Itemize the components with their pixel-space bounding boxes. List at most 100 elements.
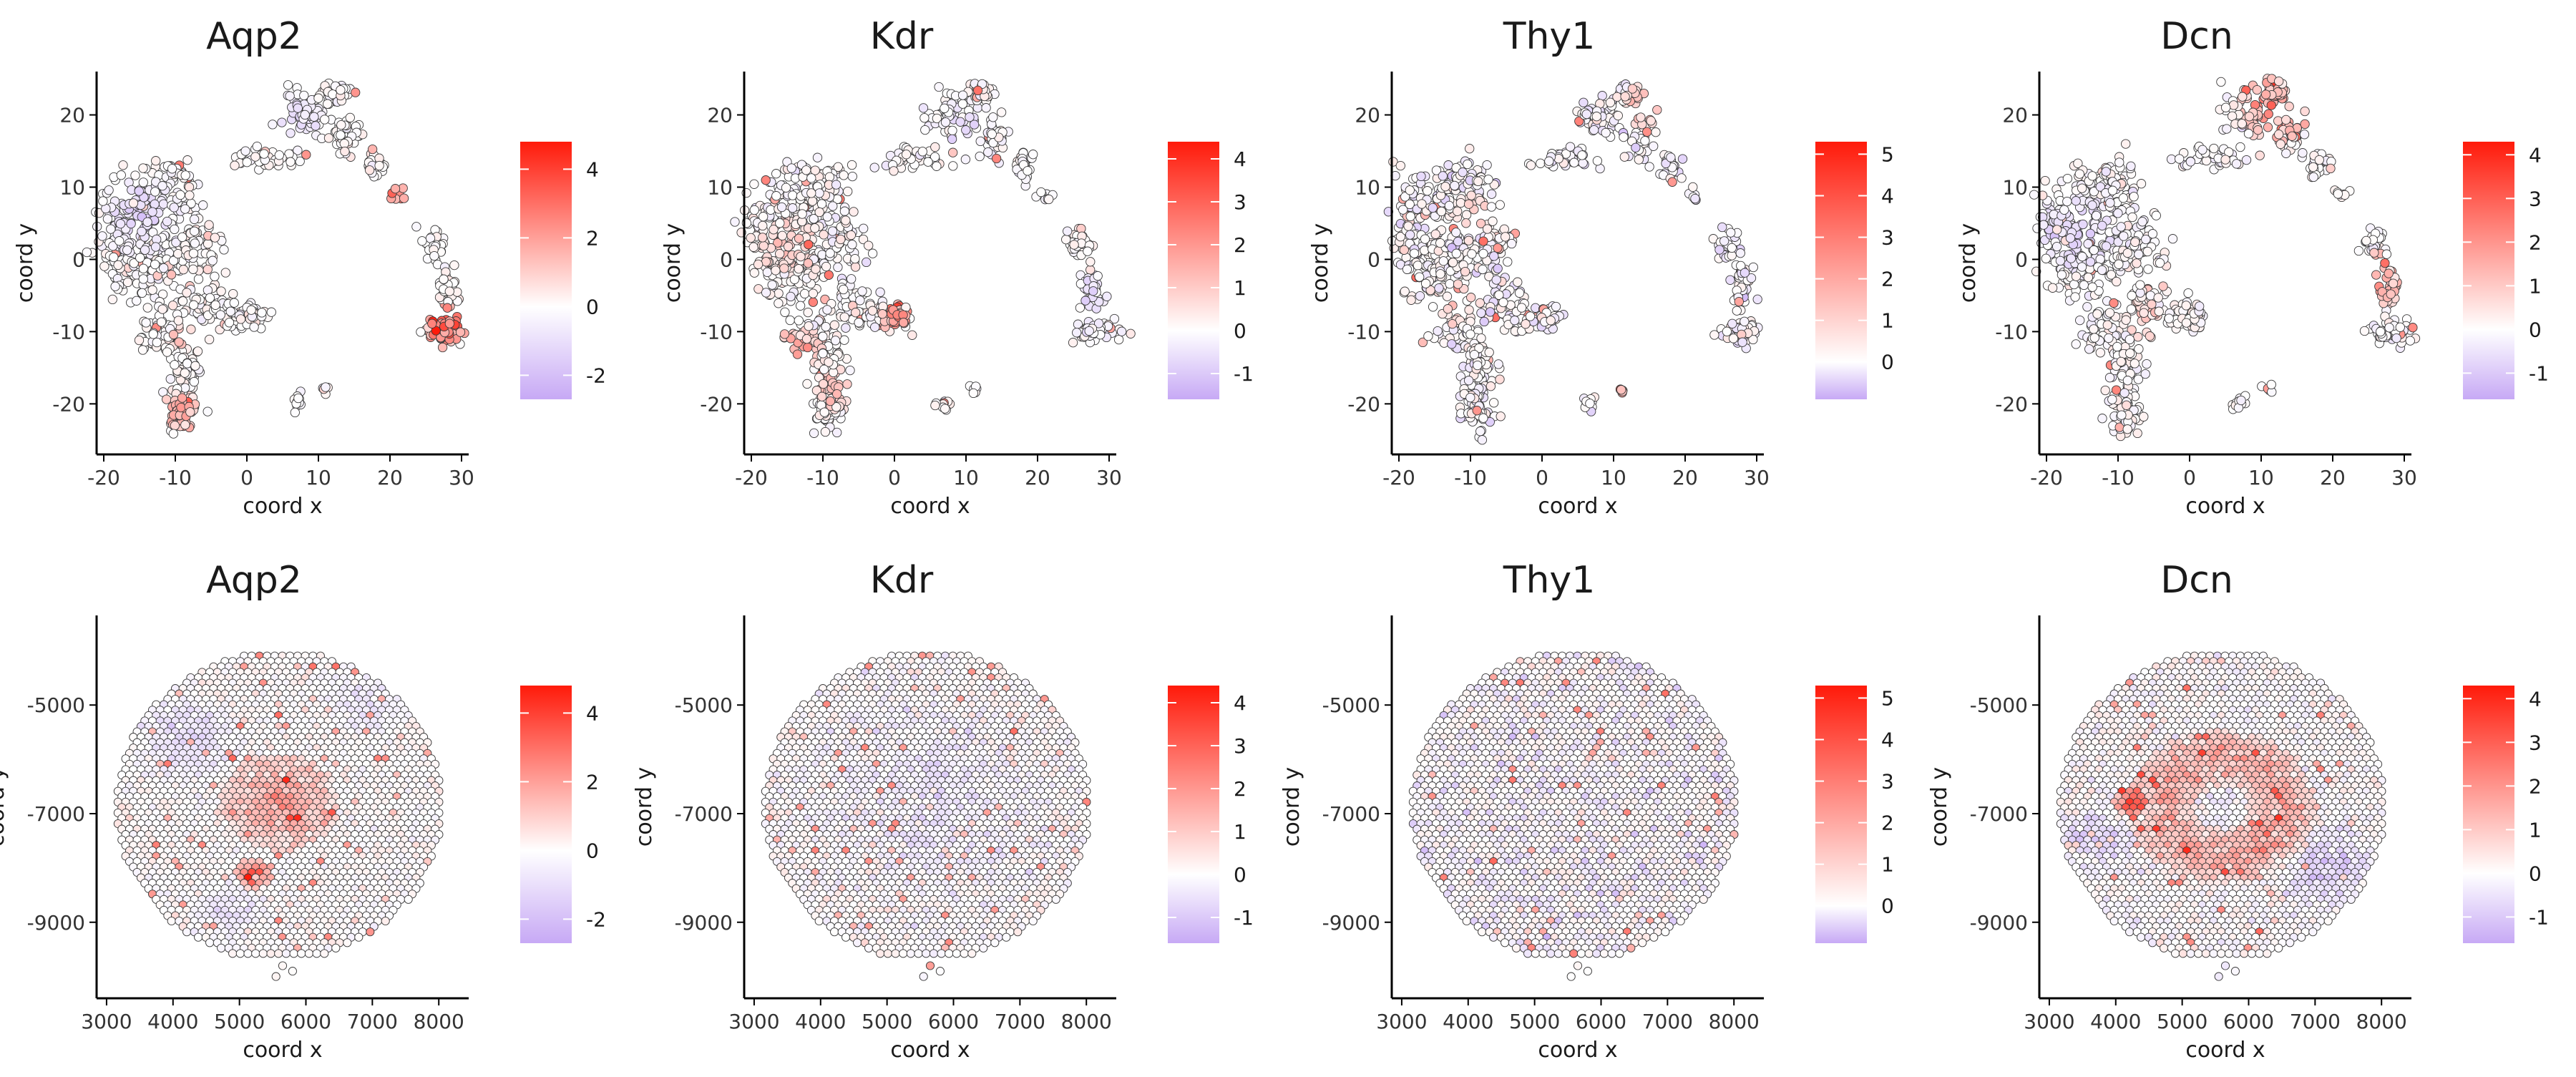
data-point xyxy=(1083,247,1092,255)
data-point xyxy=(1617,386,1626,394)
data-point xyxy=(2372,271,2381,279)
y-tick-label: -20 xyxy=(1347,392,1380,416)
data-point xyxy=(820,408,829,416)
data-point xyxy=(439,275,448,283)
data-point xyxy=(2154,293,2162,302)
data-point xyxy=(139,275,147,283)
data-point xyxy=(1515,288,1523,297)
data-point xyxy=(135,187,143,195)
data-point xyxy=(2282,115,2290,124)
data-point xyxy=(114,260,122,269)
data-point xyxy=(789,204,797,213)
data-point xyxy=(992,154,1000,162)
data-point xyxy=(456,328,464,336)
data-point xyxy=(169,429,177,438)
data-point xyxy=(1668,177,1677,186)
y-tick-label: -10 xyxy=(52,320,85,343)
data-point xyxy=(1443,305,1452,313)
data-point xyxy=(841,216,850,225)
data-point xyxy=(1068,338,1077,347)
data-point xyxy=(802,334,811,343)
data-point xyxy=(183,156,192,165)
data-point xyxy=(1488,217,1497,225)
x-tick-label: 20 xyxy=(1025,466,1050,489)
data-point xyxy=(2275,130,2283,139)
data-point xyxy=(129,199,137,208)
data-point xyxy=(174,249,182,258)
data-point xyxy=(189,265,197,273)
data-point xyxy=(1582,109,1591,118)
data-point xyxy=(137,227,146,235)
data-point xyxy=(826,249,834,258)
data-point xyxy=(1117,327,1126,336)
data-point xyxy=(162,395,171,404)
data-point xyxy=(117,171,125,180)
data-point xyxy=(826,396,834,405)
data-point xyxy=(811,265,820,273)
data-point xyxy=(840,207,849,215)
data-point xyxy=(800,289,809,298)
x-tick-label: 0 xyxy=(1536,466,1548,489)
data-point xyxy=(250,323,258,331)
data-point xyxy=(824,271,833,279)
data-point xyxy=(2102,167,2110,176)
data-point xyxy=(746,233,755,242)
data-point xyxy=(787,164,796,172)
data-point xyxy=(2119,194,2127,203)
data-point xyxy=(169,330,177,338)
data-point xyxy=(973,86,982,94)
colorbar-tick-label: 3 xyxy=(2529,187,2542,210)
colorbar-tick-label: -2 xyxy=(586,364,606,387)
data-point xyxy=(1496,375,1504,384)
data-point xyxy=(258,308,266,317)
data-point xyxy=(749,243,758,251)
data-point xyxy=(2210,144,2218,152)
data-point xyxy=(190,377,198,386)
data-point xyxy=(821,322,830,331)
data-point xyxy=(1436,238,1445,247)
data-point xyxy=(802,166,811,175)
data-point xyxy=(1444,161,1453,170)
data-point xyxy=(759,213,768,221)
data-point xyxy=(1521,320,1530,328)
x-tick-label: 0 xyxy=(2183,466,2196,489)
x-axis-label: coord x xyxy=(890,494,970,519)
data-point xyxy=(368,145,376,153)
data-point xyxy=(216,311,225,319)
data-point xyxy=(2168,235,2177,243)
data-point xyxy=(1485,348,1493,356)
data-point xyxy=(889,167,898,175)
data-point xyxy=(1732,306,1741,315)
data-point xyxy=(823,306,831,314)
data-point xyxy=(2301,107,2309,115)
data-point xyxy=(2217,77,2225,86)
data-point xyxy=(1463,160,1472,168)
y-tick-label: 20 xyxy=(59,104,85,127)
data-point xyxy=(1089,287,1098,296)
data-point xyxy=(941,404,950,413)
data-point xyxy=(2184,288,2192,297)
data-point xyxy=(1592,112,1601,121)
data-point xyxy=(2135,250,2143,258)
data-point xyxy=(2253,85,2261,94)
data-point xyxy=(1738,338,1747,346)
data-point xyxy=(1443,292,1451,301)
x-tick-label: -10 xyxy=(159,466,192,489)
data-point xyxy=(351,88,360,97)
data-point xyxy=(149,330,157,338)
data-point xyxy=(150,260,159,268)
data-point xyxy=(2285,102,2293,111)
data-point xyxy=(2385,323,2394,332)
colorbar-tick-label: 3 xyxy=(1234,190,1246,214)
data-point xyxy=(2104,333,2113,342)
data-point xyxy=(868,249,877,258)
data-point xyxy=(2195,302,2204,311)
data-point xyxy=(1410,249,1418,258)
data-point xyxy=(321,115,329,124)
data-point xyxy=(2360,326,2368,335)
data-point xyxy=(1436,270,1445,278)
data-point xyxy=(310,112,318,121)
data-point xyxy=(430,251,439,260)
